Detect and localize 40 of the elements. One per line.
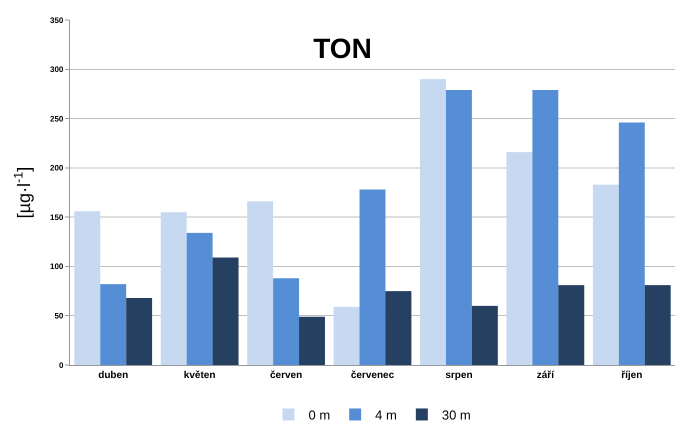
y-tick-label: 350 [50,16,64,25]
bar [100,284,126,365]
y-tick-label: 300 [50,65,64,74]
y-tick-label: 150 [50,212,64,222]
bar [273,278,300,365]
x-tick-label: duben [98,370,128,381]
bar [592,184,619,365]
bar [618,122,645,365]
bar [420,79,446,365]
legend-label: 0 m [308,408,330,423]
bar [385,291,412,365]
x-tick-label: říjen [621,370,642,381]
bar [558,285,584,365]
bar [212,258,239,365]
text: TON [313,33,372,64]
legend-label: 30 m [442,408,471,423]
y-tick-label: 200 [50,164,64,173]
y-tick-label: 250 [50,114,64,124]
bar [360,190,386,365]
bar [472,306,498,365]
bar [299,316,325,365]
x-tick-label: červen [270,370,302,381]
y-tick-label: 100 [50,262,64,272]
bar [532,90,558,365]
x-tick-label: červenec [350,370,395,381]
bar [74,211,100,365]
x-tick-label: září [536,370,556,381]
x-tick-label: srpen [445,370,473,381]
y-tick-label: 50 [54,312,64,321]
bar [644,285,671,365]
y-tick-label: 0 [58,360,64,370]
bar [186,232,213,365]
bar [446,90,472,365]
bar [160,212,187,365]
bar [334,306,360,365]
bar [247,201,274,365]
legend-label: 4 m [375,408,397,423]
bar [506,152,532,365]
x-tick-label: květen [184,370,216,381]
bar [126,298,152,365]
